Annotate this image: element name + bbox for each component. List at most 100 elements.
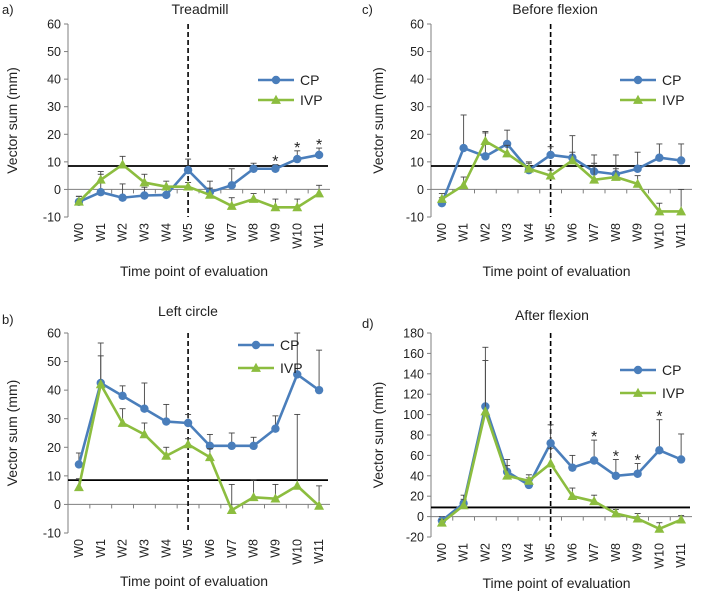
y-tick-label: 20 [47,128,61,142]
data-point [74,460,84,469]
significance-star: * [591,429,597,446]
data-point [589,495,600,506]
y-tick-label: 80 [410,429,424,443]
data-point [654,523,665,533]
y-tick-label: 0 [417,183,424,197]
x-tick-label: W6 [565,223,579,242]
panel-letter: c) [362,2,373,17]
data-point [676,455,686,464]
data-point [270,202,281,212]
data-point [293,154,302,164]
significance-star: * [656,409,662,426]
data-point [480,135,491,146]
series-line-cp [441,405,682,522]
y-tick-label: 20 [47,441,61,455]
x-tick-label: W5 [544,543,558,562]
legend-marker-cp [271,75,281,85]
data-point [436,517,447,527]
data-point [248,193,259,203]
y-tick-label: -20 [406,531,424,545]
data-point [567,490,578,501]
x-tick-label: W2 [478,543,492,562]
x-tick-label: W3 [137,223,151,242]
x-tick-label: W8 [609,223,623,242]
data-point [271,164,280,173]
x-tick-label: W7 [225,223,239,242]
y-tick-label: 50 [410,45,424,59]
y-tick-label: 40 [47,73,61,87]
legend-label-ivp: IVP [662,92,685,108]
y-tick-label: 40 [47,384,61,398]
y-tick-label: 20 [410,128,424,142]
x-tick-label: W6 [203,539,217,558]
y-tick-label: 180 [403,327,424,341]
x-tick-label: W4 [159,223,173,242]
x-tick-label: W4 [522,543,536,562]
x-tick-label: W1 [94,223,108,242]
data-point [249,164,258,173]
data-point [314,150,324,160]
legend-label-cp: CP [280,337,299,353]
series-line-ivp [77,383,320,512]
y-tick-label: -10 [406,211,424,225]
data-point [314,500,325,510]
data-point [481,152,490,161]
y-tick-label: 160 [403,347,424,361]
data-point [183,418,193,428]
y-tick-label: -10 [43,211,61,225]
series-cp [74,147,324,207]
x-tick-label: W11 [312,539,326,564]
x-tick-label: W0 [435,223,449,242]
significance-star: * [294,140,300,157]
y-tick-label: 30 [47,412,61,426]
legend: CP IVP [238,337,303,376]
x-tick-label: W11 [674,543,688,568]
data-point [676,156,686,165]
legend-marker-ivp [633,94,643,104]
data-point [546,438,555,448]
x-tick-label: W0 [72,539,86,558]
series-line-ivp [77,163,320,209]
data-point [458,500,469,510]
data-point [183,439,194,449]
y-tick-label: 60 [47,18,61,32]
legend-label-cp: CP [662,72,681,88]
legend-label-ivp: IVP [300,92,323,108]
data-point [204,451,215,462]
data-point [95,379,106,389]
legend-label-cp: CP [662,362,681,378]
x-tick-label: W3 [137,539,151,558]
data-point [117,417,128,427]
legend: CP IVP [620,72,685,108]
x-tick-label: W8 [609,543,623,562]
data-point [271,424,280,433]
data-point [293,370,302,379]
series-cp [74,332,324,469]
data-point [140,191,149,200]
data-point [161,181,172,191]
y-tick-label: 120 [403,388,424,402]
panel-letter: b) [2,312,14,327]
y-axis-title: Vector sum (mm) [370,67,386,174]
x-axis-title: Time point of evaluation [120,263,268,279]
data-point [140,404,149,413]
x-tick-label: W10 [290,223,304,249]
data-point [314,188,325,198]
x-tick-label: W10 [652,543,666,569]
data-point [118,193,127,202]
y-tick-label: 50 [47,355,61,369]
x-tick-label: W7 [225,539,239,558]
data-point [655,153,664,162]
y-tick-label: 0 [417,510,424,524]
data-point [162,190,171,200]
legend-marker-ivp [271,94,281,104]
x-tick-label: W4 [522,223,536,242]
data-point [546,150,555,160]
significance-star: * [316,137,322,154]
series-ivp [436,360,687,533]
data-point [95,174,106,184]
x-tick-label: W8 [247,539,261,558]
legend-label-cp: CP [300,72,319,88]
data-point [183,181,194,191]
data-point [458,179,469,190]
